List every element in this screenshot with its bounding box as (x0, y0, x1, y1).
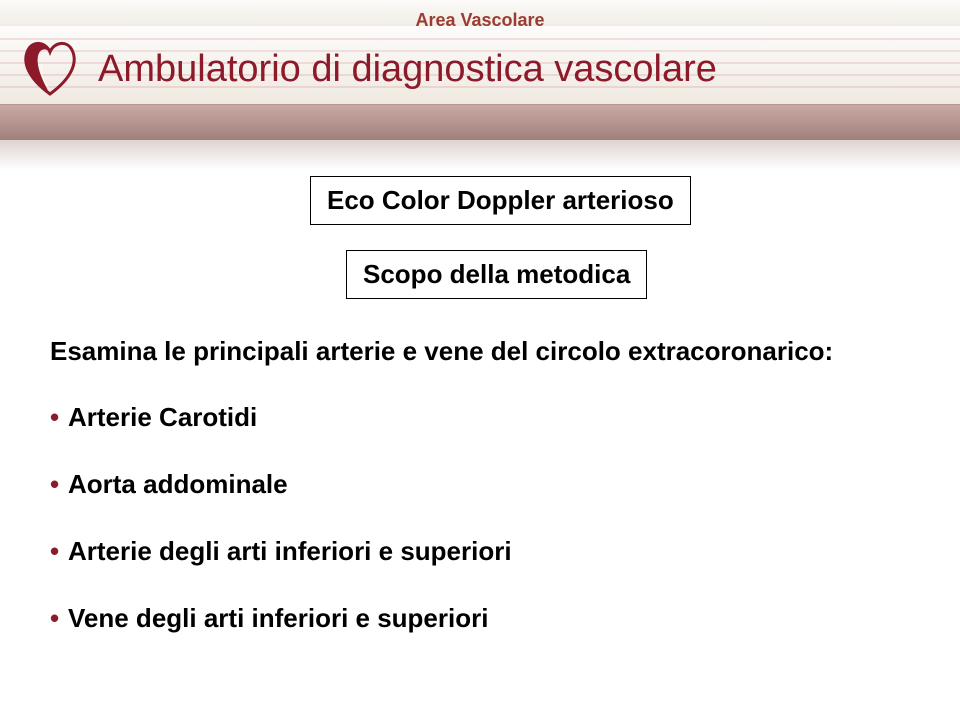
list-item: Vene degli arti inferiori e superiori (50, 603, 512, 634)
section-label: Area Vascolare (0, 10, 960, 31)
heart-logo-icon (18, 36, 82, 100)
intro-text: Esamina le principali arterie e vene del… (50, 336, 833, 367)
bullet-list: Arterie Carotidi Aorta addominale Arteri… (50, 402, 512, 670)
box-eco-doppler: Eco Color Doppler arterioso (310, 176, 691, 225)
header-band: Area Vascolare Ambulatorio di diagnostic… (0, 0, 960, 170)
list-item: Aorta addominale (50, 469, 512, 500)
box-scopo: Scopo della metodica (346, 250, 647, 299)
list-item: Arterie degli arti inferiori e superiori (50, 536, 512, 567)
page-title: Ambulatorio di diagnostica vascolare (98, 48, 717, 91)
list-item: Arterie Carotidi (50, 402, 512, 433)
